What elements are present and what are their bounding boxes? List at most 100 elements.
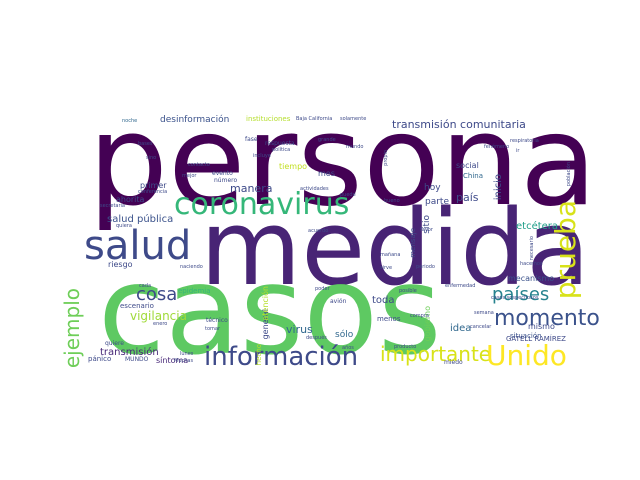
word-sintoma: síntoma	[156, 356, 189, 365]
word-paises: países	[492, 284, 550, 305]
word-inicio: inicio	[493, 174, 504, 201]
word-mundo: mundo	[346, 144, 364, 150]
word-actividades: actividades	[300, 186, 329, 192]
word-mensaje: mensaje	[409, 228, 417, 258]
word-bueno: bueno	[384, 198, 400, 204]
word-puede: puede	[340, 192, 356, 198]
word-incluye: incluye	[253, 153, 271, 159]
word-evento: evento	[212, 170, 233, 177]
word-posible: posible	[399, 288, 417, 294]
word-mes: mes	[318, 169, 335, 178]
word-favor: favor	[420, 227, 433, 233]
word-riesgo: riesgo	[108, 260, 133, 269]
word-vigilancia: vigilancia	[130, 309, 187, 323]
word-avion: avión	[330, 298, 347, 305]
word-contacto: contacto	[188, 162, 210, 168]
word-fenomeno: fenómeno	[484, 144, 510, 150]
word-coronavirus: coronavirus	[174, 187, 350, 222]
word-lunes: lunes	[180, 351, 194, 357]
word-mundo-2: MUNDO	[125, 356, 149, 363]
word-ejemplo: ejemplo	[60, 288, 84, 369]
word-ahorita: ahorita	[116, 195, 145, 204]
word-fase: fase	[245, 136, 258, 143]
word-unido: Unido	[486, 339, 567, 372]
word-salud: salud	[84, 223, 192, 269]
word-primer: primer	[140, 181, 167, 190]
word-medida: medida	[200, 187, 590, 309]
word-naciendo: naciendo	[180, 264, 203, 270]
word-conferencia: conferencia	[138, 189, 168, 195]
word-etcetera: etcétera	[516, 221, 559, 232]
word-cancelar: cancelar	[470, 324, 492, 330]
word-panico: pánico	[88, 355, 112, 363]
word-mismo: mismo	[528, 322, 555, 331]
word-gobierno: gobierno	[423, 306, 432, 342]
word-epidemia: epidemia	[178, 287, 211, 295]
word-escenario: escenario	[120, 302, 154, 310]
word-manana: mañana	[380, 252, 401, 258]
word-parte: parte	[425, 197, 449, 207]
word-respiratoria: respiratoria	[510, 138, 539, 144]
word-manera: manera	[230, 182, 273, 195]
word-muchas: Muchas	[174, 358, 194, 364]
word-politica: política	[272, 147, 291, 153]
word-informacion: información	[204, 342, 359, 372]
word-gatell-ramirez: GATELL RAMÍREZ	[506, 335, 566, 343]
word-tecnico: técnico	[206, 317, 228, 324]
word-virus: virus	[286, 323, 313, 336]
word-persona: persona	[88, 87, 598, 234]
word-hoy: hoy	[424, 183, 441, 193]
word-momento: momento	[494, 306, 600, 331]
word-tomar: tomar	[205, 326, 221, 332]
word-transmision-comunitaria: transmisión comunitaria	[392, 118, 526, 131]
word-prueba: prueba	[549, 200, 582, 300]
word-quiere: quiere	[105, 340, 124, 347]
word-quiera: quiera	[116, 223, 132, 229]
word-salud-publica: salud pública	[107, 214, 174, 225]
word-instituciones: instituciones	[246, 115, 291, 123]
word-transmision: transmisión	[100, 347, 159, 358]
word-sirve: sirve	[380, 265, 393, 271]
word-mejor: mejor	[182, 173, 197, 179]
word-hecho: hecho	[255, 344, 263, 366]
word-miedo: miedo	[444, 359, 463, 366]
word-hacemos: hacemos	[520, 261, 543, 267]
word-enero: enero	[153, 321, 168, 327]
word-periodo: periodo	[416, 264, 435, 270]
word-noche: noche	[122, 118, 138, 124]
word-poblacion: población	[566, 162, 572, 187]
word-bases: bases	[138, 141, 153, 147]
word-situacion: situación	[510, 332, 542, 340]
word-acuerdo: acuerdo	[308, 228, 329, 234]
word-producto: producto	[394, 344, 417, 350]
word-solo: sólo	[335, 330, 354, 340]
word-casos: casos	[98, 240, 442, 382]
word-menos: menos	[377, 315, 401, 323]
word-atencion: atención	[261, 286, 270, 321]
word-pais: país	[456, 191, 479, 204]
word-baja-california: Baja California	[296, 116, 333, 122]
word-toda: toda	[372, 295, 395, 306]
word-sino: sino	[146, 155, 157, 161]
word-poder: poder	[315, 286, 330, 292]
word-cada: cada	[139, 283, 152, 289]
word-idea: idea	[450, 323, 472, 334]
word-importante: importante	[380, 342, 492, 366]
word-compra: compra	[410, 313, 429, 319]
word-grande: grande	[318, 137, 336, 143]
word-ir: ir	[516, 148, 520, 154]
word-cosa: cosa	[136, 284, 178, 305]
word-china: China	[463, 172, 483, 180]
word-mecanismo: mecanismo	[508, 274, 555, 283]
word-secretaria: secretaría	[100, 203, 125, 209]
word-solamente: solamente	[340, 116, 367, 122]
word-despues: después	[306, 335, 327, 341]
word-numero: número	[214, 177, 238, 184]
word-semana: semana	[474, 310, 494, 316]
word-desinformacion: desinformación	[160, 115, 230, 125]
word-social: social	[456, 161, 479, 170]
word-anos: años	[342, 345, 354, 351]
word-enfermedad: enfermedad	[445, 283, 476, 289]
word-propio: propio	[383, 150, 389, 166]
